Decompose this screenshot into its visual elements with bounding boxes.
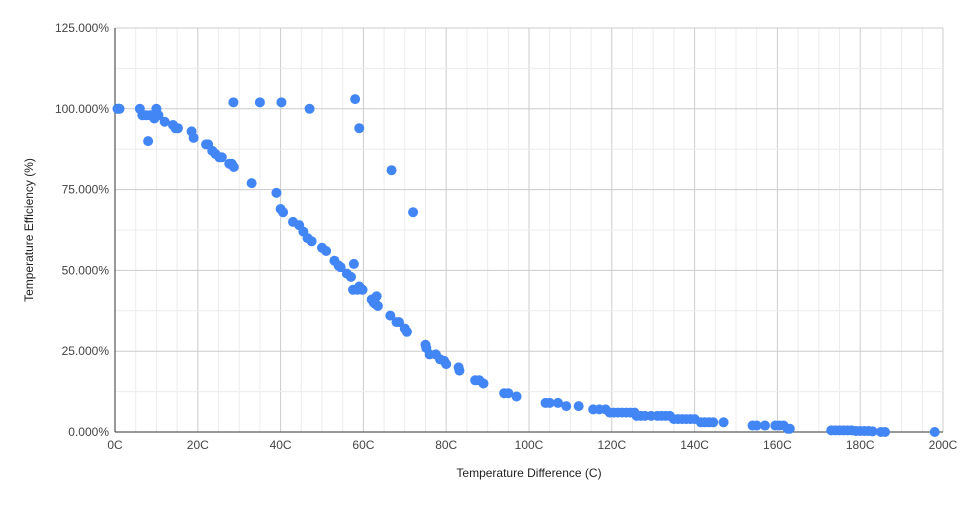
data-point [401,326,412,337]
data-point [394,317,405,328]
y-tick-label: 125.000% [55,21,109,35]
axes [114,28,943,433]
data-point [350,94,361,105]
data-point [371,291,382,302]
x-tick-label: 140C [680,438,709,452]
data-point [321,246,332,257]
data-point [357,284,368,295]
data-point [216,152,227,163]
data-point [867,426,878,437]
data-point [159,116,170,127]
data-point [153,110,164,121]
data-point [573,401,584,412]
data-point [348,258,359,269]
data-point [759,420,770,431]
data-point [708,417,719,428]
data-point [271,187,282,198]
data-point [278,207,289,218]
tick-labels: 0C 20C 40C 60C 80C 100C 120C 140C 160C 180C 200C 0.… [55,21,958,452]
data-point [386,165,397,176]
x-tick-label: 200C [929,438,958,452]
x-tick-label: 80C [435,438,457,452]
data-point [345,271,356,282]
data-point [228,161,239,172]
x-tick-label: 100C [515,438,544,452]
x-axis-title: Temperature Difference (C) [456,466,601,480]
data-point [441,359,452,370]
data-point [552,397,563,408]
x-tick-label: 0C [107,438,123,452]
x-tick-label: 120C [597,438,626,452]
data-point [478,378,489,389]
data-point [408,207,419,218]
x-tick-label: 60C [352,438,374,452]
data-point [511,391,522,402]
x-tick-label: 20C [187,438,209,452]
data-point [114,103,125,114]
data-point [454,365,465,376]
data-points [112,94,940,437]
data-point [372,300,383,311]
data-point [172,123,183,134]
data-point [503,388,514,399]
x-tick-label: 180C [846,438,875,452]
data-point [784,423,795,434]
data-point [385,310,396,321]
data-point [718,417,729,428]
data-point [306,236,317,247]
data-point [544,397,555,408]
y-axis-title: Temperature Efficiency (%) [22,158,36,302]
data-point [929,427,940,437]
data-point [143,136,154,147]
data-point [335,262,346,273]
y-tick-label: 0.000% [68,425,109,439]
data-point [354,123,365,134]
data-point [561,401,572,412]
data-point [246,178,257,189]
data-point [254,97,265,108]
x-tick-label: 40C [270,438,292,452]
data-point [188,132,199,143]
data-point [304,103,315,114]
data-point [228,97,239,108]
x-tick-label: 160C [763,438,792,452]
data-point [751,420,762,431]
y-tick-label: 100.000% [55,102,109,116]
gridlines [115,27,944,432]
y-tick-label: 25.000% [62,344,110,358]
data-point [276,97,287,108]
y-tick-label: 50.000% [62,263,110,277]
y-tick-label: 75.000% [62,183,110,197]
data-point [880,427,891,437]
